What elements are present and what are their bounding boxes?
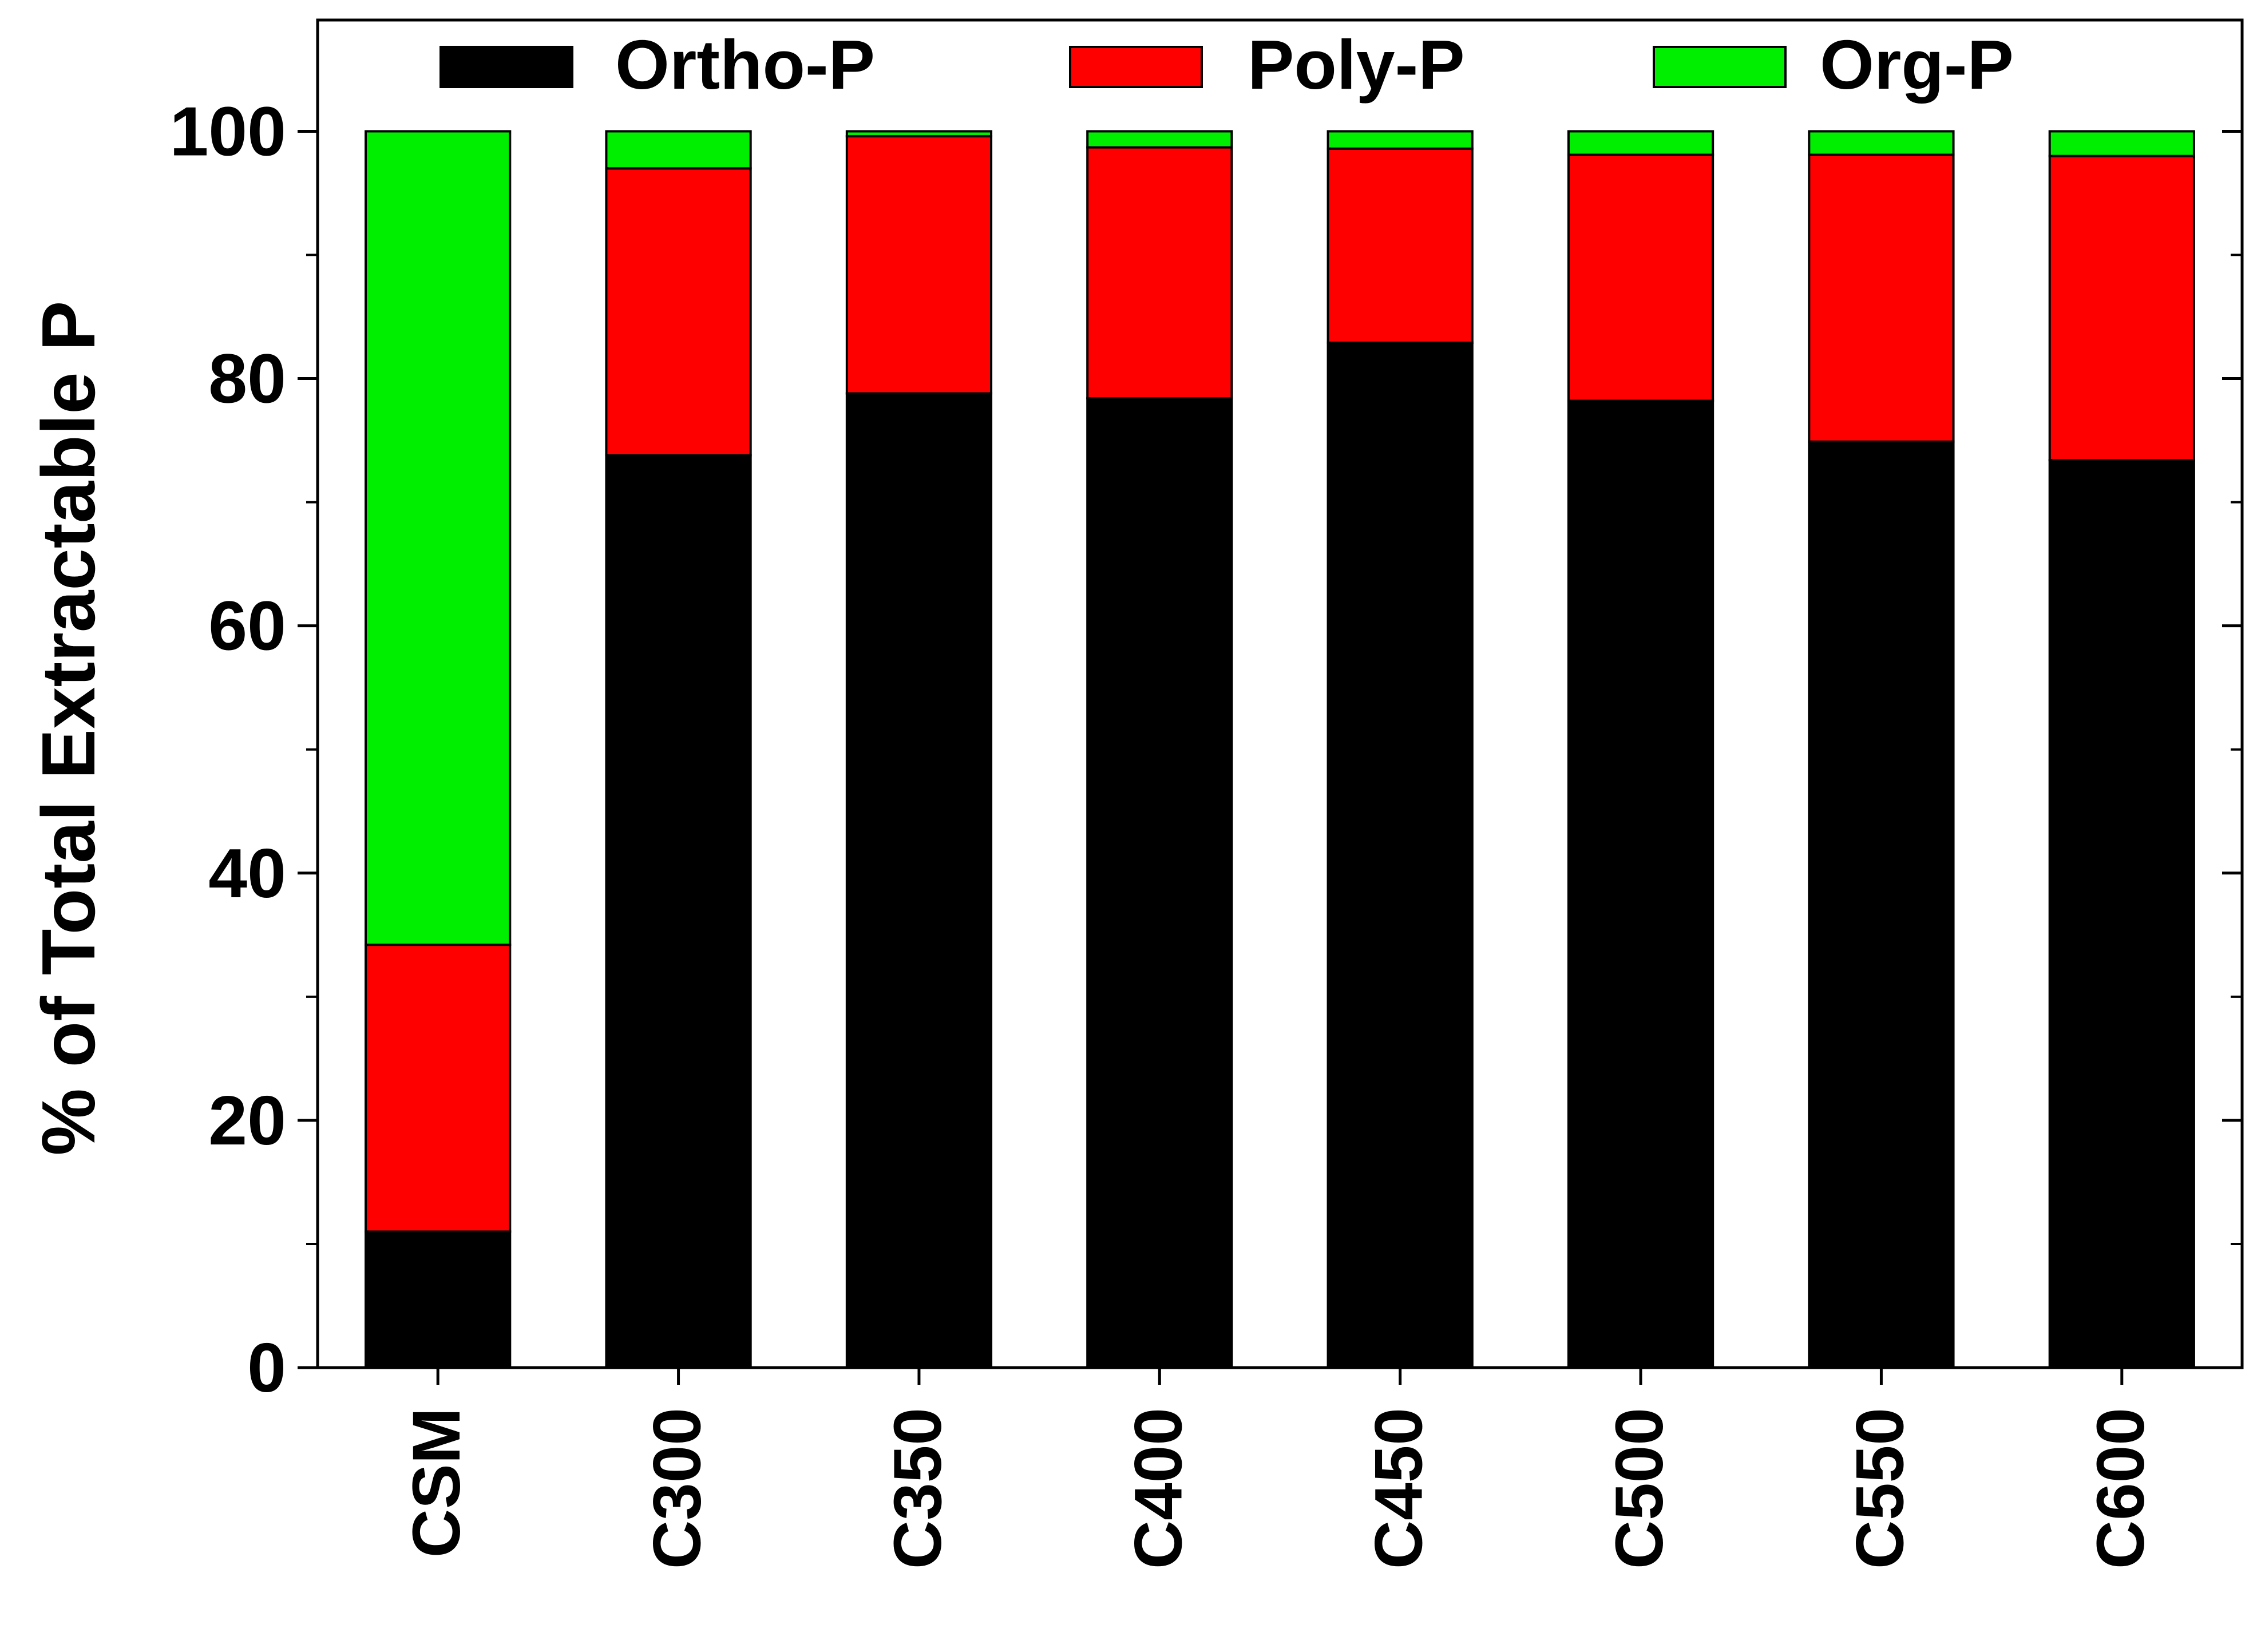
- legend-swatch-org-p: [1653, 46, 1787, 88]
- bar-c400-ortho-p: [1086, 397, 1233, 1369]
- y-tick-label-20: 20: [208, 1081, 286, 1159]
- legend: Ortho-P Poly-P Org-P: [439, 26, 2014, 104]
- bar-csm-poly-p: [365, 944, 512, 1233]
- bar-c500-org-p: [1567, 130, 1714, 156]
- bar-c400-org-p: [1086, 130, 1233, 149]
- bar-c600-poly-p: [2048, 154, 2195, 462]
- x-tick-label-c400: C400: [1120, 1408, 1196, 1569]
- bar-c500-ortho-p: [1567, 399, 1714, 1369]
- legend-swatch-poly-p: [1069, 46, 1203, 88]
- bar-c450-ortho-p: [1326, 341, 1474, 1369]
- bar-c350-org-p: [845, 130, 993, 138]
- bars: [365, 130, 2195, 1369]
- bar-c400-poly-p: [1086, 146, 1233, 400]
- bar-csm-org-p: [365, 130, 512, 946]
- legend-swatch-ortho-p: [439, 46, 573, 88]
- bar-c550-org-p: [1808, 130, 1955, 156]
- x-tick-label-c450: C450: [1361, 1408, 1437, 1569]
- legend-label-ortho-p: Ortho-P: [615, 26, 875, 104]
- bar-c300-ortho-p: [605, 454, 752, 1369]
- y-tick-label-100: 100: [169, 92, 286, 170]
- axes: CSM C300 C350 C400 C450 C500 C550 C600 0 20 40 60 80…: [169, 92, 2242, 1569]
- bar-c300-org-p: [605, 130, 752, 170]
- legend-label-poly-p: Poly-P: [1248, 26, 1465, 104]
- bar-c350-poly-p: [845, 135, 993, 395]
- y-tick-label-0: 0: [247, 1329, 286, 1407]
- y-axis-label: % of Total Extractable P: [26, 301, 110, 1156]
- x-tick-label-c500: C500: [1602, 1408, 1677, 1569]
- x-tick-label-c600: C600: [2083, 1408, 2159, 1569]
- y-tick-label-80: 80: [208, 340, 286, 418]
- bar-c450-poly-p: [1326, 147, 1474, 344]
- bar-c500-poly-p: [1567, 153, 1714, 402]
- bar-c450-org-p: [1326, 130, 1474, 150]
- x-tick-label-c550: C550: [1842, 1408, 1918, 1569]
- bar-c600-ortho-p: [2048, 459, 2195, 1369]
- bar-c300-poly-p: [605, 167, 752, 457]
- x-tick-label-c300: C300: [640, 1408, 715, 1569]
- legend-label-org-p: Org-P: [1820, 26, 2014, 104]
- x-tick-label-c350: C350: [880, 1408, 956, 1569]
- bar-c550-poly-p: [1808, 153, 1955, 443]
- bar-c550-ortho-p: [1808, 440, 1955, 1369]
- bar-c600-org-p: [2048, 130, 2195, 157]
- y-tick-label-40: 40: [208, 834, 286, 912]
- y-tick-label-60: 60: [208, 587, 286, 665]
- bar-csm-ortho-p: [365, 1230, 512, 1369]
- x-tick-label-csm: CSM: [399, 1408, 474, 1558]
- bar-c350-ortho-p: [845, 392, 993, 1369]
